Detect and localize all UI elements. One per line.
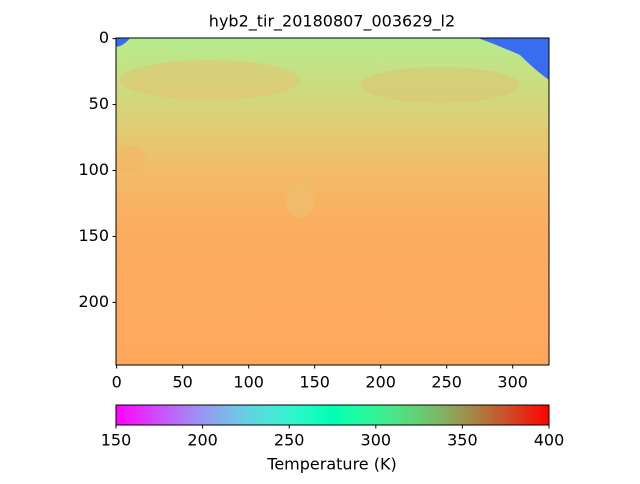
colorbar-tick-label: 400 [534,431,565,450]
y-tick-label: 150 [78,226,109,245]
x-tick-label: 150 [299,373,330,392]
x-tick-label: 100 [233,373,264,392]
x-tick-label: 300 [497,373,528,392]
x-tick-label: 50 [172,373,192,392]
colorbar [115,404,550,426]
chart-title: hyb2_tir_20180807_003629_l2 [209,12,455,32]
thermal-image [116,38,549,365]
y-tick-label: 200 [78,292,109,311]
axes-frame [115,37,550,366]
colorbar-tick-label: 350 [447,431,478,450]
colorbar-tick-label: 200 [187,431,218,450]
x-tick-label: 0 [112,373,122,392]
colorbar-tick-label: 150 [101,431,132,450]
colorbar-tick-label: 250 [274,431,305,450]
x-tick-label: 250 [431,373,462,392]
y-tick-label: 50 [89,94,109,113]
colorbar-tick-label: 300 [361,431,392,450]
x-tick-label: 200 [365,373,396,392]
colorbar-label: Temperature (K) [266,455,396,474]
y-tick-label: 0 [99,28,109,47]
y-tick-label: 100 [78,160,109,179]
